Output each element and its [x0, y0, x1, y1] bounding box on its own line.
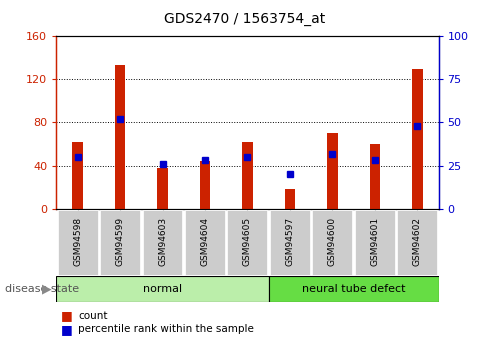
Text: GSM94605: GSM94605: [243, 216, 252, 266]
Bar: [412, 69, 422, 209]
Bar: [327, 133, 338, 209]
Text: ■: ■: [61, 309, 73, 322]
Bar: [200, 161, 210, 209]
FancyBboxPatch shape: [227, 210, 268, 275]
Text: disease state: disease state: [5, 284, 79, 294]
Bar: [115, 65, 125, 209]
FancyBboxPatch shape: [185, 210, 225, 275]
Text: GSM94597: GSM94597: [285, 216, 294, 266]
Bar: [157, 168, 168, 209]
FancyBboxPatch shape: [269, 276, 439, 302]
FancyBboxPatch shape: [397, 210, 437, 275]
Text: percentile rank within the sample: percentile rank within the sample: [78, 325, 254, 334]
FancyBboxPatch shape: [313, 210, 352, 275]
Text: GSM94602: GSM94602: [413, 217, 422, 266]
FancyBboxPatch shape: [143, 210, 182, 275]
Text: GSM94604: GSM94604: [200, 217, 210, 266]
Text: normal: normal: [143, 284, 182, 294]
FancyBboxPatch shape: [58, 210, 98, 275]
Text: GSM94603: GSM94603: [158, 216, 167, 266]
Text: neural tube defect: neural tube defect: [302, 284, 405, 294]
Bar: [73, 142, 83, 209]
Text: ■: ■: [61, 323, 73, 336]
FancyBboxPatch shape: [270, 210, 310, 275]
Text: GSM94601: GSM94601: [370, 216, 379, 266]
Text: GSM94598: GSM94598: [73, 216, 82, 266]
Text: count: count: [78, 311, 108, 321]
Text: GSM94600: GSM94600: [328, 216, 337, 266]
Text: GSM94599: GSM94599: [116, 216, 124, 266]
FancyBboxPatch shape: [56, 276, 269, 302]
FancyBboxPatch shape: [100, 210, 140, 275]
Bar: [285, 189, 295, 209]
Text: ▶: ▶: [42, 283, 51, 295]
FancyBboxPatch shape: [355, 210, 395, 275]
Text: GDS2470 / 1563754_at: GDS2470 / 1563754_at: [164, 12, 326, 26]
Bar: [369, 144, 380, 209]
Bar: [242, 142, 253, 209]
